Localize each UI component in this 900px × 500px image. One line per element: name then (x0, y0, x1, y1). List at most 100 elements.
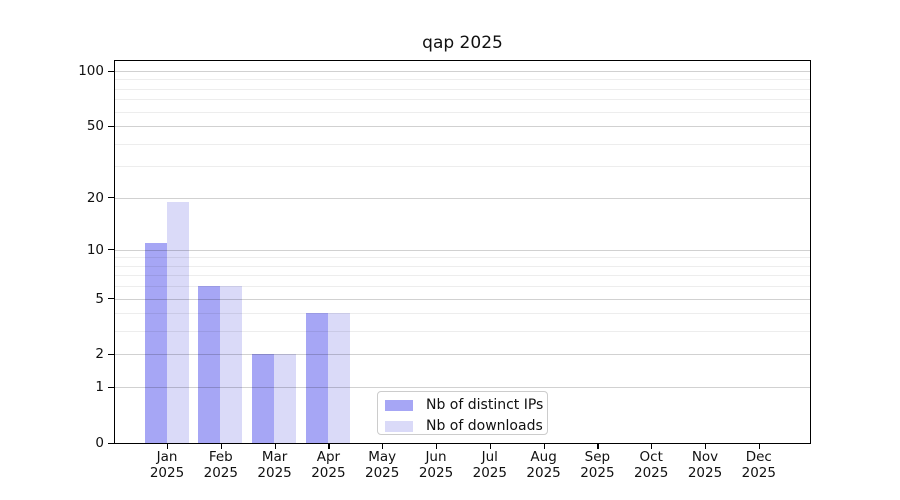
x-tick-aug (543, 444, 545, 449)
x-tick-month-mar: Mar (261, 449, 288, 465)
x-tick-jan (167, 444, 169, 449)
gridline-minor-6 (115, 286, 810, 288)
x-tick-month-jun: Jun (425, 449, 447, 465)
bars-layer (115, 61, 810, 443)
y-tick-10 (108, 249, 114, 251)
gridline-major-2 (115, 354, 810, 356)
x-tick-month-jan: Jan (156, 449, 178, 465)
x-tick-year-nov: 2025 (687, 464, 723, 481)
y-tick-100 (108, 70, 114, 72)
gridline-major-10 (115, 249, 810, 251)
gridline-minor-7 (115, 275, 810, 277)
x-tick-feb (220, 444, 223, 449)
bar-nb-of-distinct-ips-mar (252, 354, 275, 443)
x-tick-month-dec: Dec (745, 449, 772, 465)
gridlines-layer (115, 61, 810, 443)
x-tick-sep (597, 444, 599, 449)
gridline-major-20 (115, 197, 810, 199)
x-tick-label-may: May 2025 (350, 449, 414, 481)
gridline-minor-40 (115, 143, 810, 145)
x-tick-label-dec: Dec 2025 (727, 449, 791, 481)
x-tick-may (382, 444, 384, 449)
y-tick-1 (108, 386, 114, 388)
x-tick-label-jan: Jan 2025 (135, 449, 199, 481)
legend-item-distinct-ips: Nb of distinct IPs (385, 397, 543, 414)
y-tick-label-10: 10 (86, 241, 104, 258)
legend: Nb of distinct IPs Nb of downloads (377, 391, 548, 435)
gridline-major-5 (115, 298, 810, 300)
gridline-minor-8 (115, 265, 810, 267)
legend-swatch-distinct-ips (385, 400, 413, 411)
legend-label-downloads: Nb of downloads (426, 418, 543, 434)
x-tick-year-apr: 2025 (311, 464, 346, 481)
x-tick-jun (436, 444, 438, 449)
gridline-minor-80 (115, 88, 810, 90)
gridline-major-50 (115, 126, 810, 128)
bar-nb-of-distinct-ips-apr (305, 313, 328, 443)
x-tick-year-mar: 2025 (257, 464, 292, 481)
gridline-minor-4 (115, 313, 810, 315)
x-tick-label-jul: Jul 2025 (458, 449, 522, 481)
x-tick-month-nov: Nov (691, 449, 719, 465)
legend-label-distinct-ips: Nb of distinct IPs (426, 397, 544, 413)
x-tick-dec (758, 444, 761, 449)
gridline-major-100 (115, 71, 810, 72)
y-tick-label-2: 2 (95, 346, 104, 363)
x-tick-year-may: 2025 (365, 464, 400, 481)
gridline-minor-30 (115, 166, 810, 168)
x-tick-month-aug: Aug (530, 449, 557, 465)
x-tick-nov (705, 444, 707, 449)
x-tick-mar (274, 444, 276, 449)
x-tick-label-feb: Feb 2025 (189, 449, 253, 481)
x-tick-oct (651, 444, 653, 449)
x-tick-year-feb: 2025 (203, 464, 238, 481)
gridline-minor-60 (115, 111, 810, 113)
x-tick-apr (328, 444, 330, 449)
bar-nb-of-downloads-apr (327, 313, 350, 443)
x-tick-year-jan: 2025 (149, 464, 185, 481)
x-tick-label-jun: Jun 2025 (404, 449, 468, 481)
x-tick-month-jul: Jul (481, 449, 498, 465)
y-tick-label-5: 5 (95, 290, 104, 307)
x-tick-month-may: May (368, 449, 397, 465)
gridline-minor-3 (115, 331, 810, 333)
x-tick-year-oct: 2025 (634, 464, 669, 481)
x-tick-label-sep: Sep 2025 (565, 449, 629, 481)
bar-nb-of-downloads-feb (220, 286, 243, 443)
y-tick-2 (108, 353, 114, 356)
gridline-minor-9 (115, 257, 810, 259)
y-tick-label-0: 0 (95, 435, 104, 451)
legend-swatch-downloads (385, 421, 413, 432)
x-tick-year-dec: 2025 (741, 464, 776, 481)
bar-nb-of-distinct-ips-feb (198, 286, 221, 443)
x-tick-label-apr: Apr 2025 (296, 449, 360, 481)
x-tick-year-aug: 2025 (526, 464, 561, 481)
gridline-major-1 (115, 387, 810, 389)
x-tick-label-nov: Nov 2025 (673, 449, 737, 481)
bar-nb-of-downloads-mar (274, 354, 297, 443)
x-tick-year-sep: 2025 (580, 464, 615, 481)
y-tick-label-50: 50 (86, 118, 104, 135)
chart-title: qap 2025 (422, 33, 503, 53)
x-tick-jul (489, 444, 492, 449)
x-tick-month-feb: Feb (208, 449, 233, 465)
x-tick-label-mar: Mar 2025 (243, 449, 307, 481)
x-tick-month-apr: Apr (316, 449, 341, 465)
x-tick-month-sep: Sep (584, 449, 611, 465)
plot-area (114, 60, 811, 444)
bar-nb-of-distinct-ips-jan (144, 242, 167, 443)
y-tick-0 (108, 442, 114, 444)
y-tick-label-1: 1 (95, 379, 104, 396)
gridline-minor-70 (115, 99, 810, 101)
x-tick-label-oct: Oct 2025 (619, 449, 683, 481)
y-tick-50 (108, 125, 114, 127)
x-tick-month-oct: Oct (639, 449, 663, 465)
legend-item-downloads: Nb of downloads (385, 418, 543, 435)
y-tick-5 (108, 298, 114, 300)
y-tick-20 (108, 197, 114, 199)
x-tick-year-jul: 2025 (472, 464, 507, 481)
y-tick-label-20: 20 (86, 189, 104, 206)
x-tick-label-aug: Aug 2025 (512, 449, 576, 481)
bar-nb-of-downloads-jan (166, 201, 189, 443)
